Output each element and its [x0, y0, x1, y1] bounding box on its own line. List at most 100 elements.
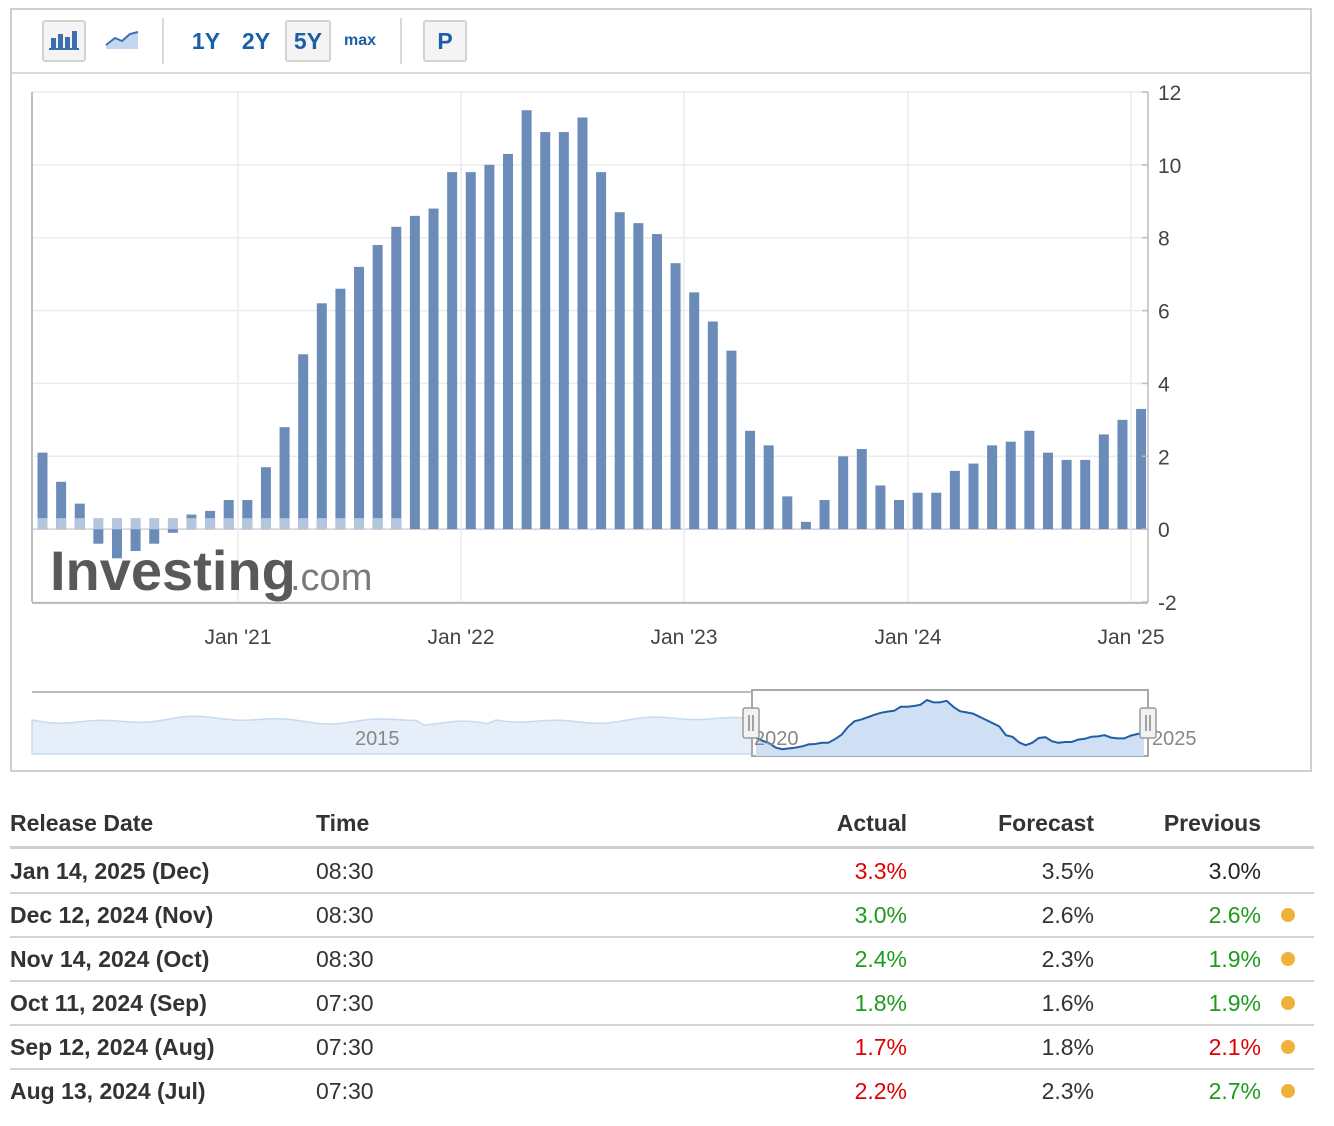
data-bar-faded-segment	[111, 518, 122, 530]
data-bar[interactable]	[111, 529, 122, 559]
data-bar[interactable]	[800, 521, 811, 530]
data-bar-faded-segment	[335, 518, 346, 530]
data-bar-faded-segment	[149, 518, 160, 530]
data-bar[interactable]	[335, 288, 346, 530]
row-divider	[10, 1068, 1314, 1070]
data-bar[interactable]	[819, 500, 830, 530]
line-chart-button[interactable]	[100, 20, 144, 62]
data-bar[interactable]	[1005, 441, 1016, 530]
data-bar[interactable]	[428, 208, 439, 530]
y-tick-label: 12	[1158, 82, 1181, 105]
data-bar[interactable]	[465, 172, 476, 530]
period-2y-button[interactable]: 2Y	[241, 27, 271, 54]
data-bar[interactable]	[447, 172, 458, 530]
data-bar[interactable]	[540, 132, 551, 530]
data-bar[interactable]	[279, 427, 290, 530]
data-bar[interactable]	[298, 354, 309, 530]
data-bar[interactable]	[558, 132, 569, 530]
data-bar[interactable]	[577, 117, 588, 530]
data-bar[interactable]	[354, 266, 365, 530]
data-bar[interactable]	[1024, 430, 1035, 530]
header-previous[interactable]: Previous	[1163, 810, 1261, 836]
data-bar[interactable]	[726, 350, 737, 530]
forecast-cell: 2.3%	[1041, 1078, 1094, 1104]
header-divider	[10, 846, 1314, 849]
data-bar[interactable]	[74, 503, 85, 530]
time-cell: 08:30	[316, 902, 374, 928]
data-bar[interactable]	[875, 485, 886, 530]
period-5y-button[interactable]: 5Y	[285, 20, 331, 62]
release-date-cell: Oct 11, 2024 (Sep)	[10, 990, 207, 1016]
data-bar[interactable]	[149, 529, 160, 544]
header-forecast[interactable]: Forecast	[998, 810, 1094, 836]
data-bar[interactable]	[1117, 419, 1128, 530]
data-bar[interactable]	[1042, 452, 1053, 530]
data-bar[interactable]	[912, 492, 923, 530]
data-bar[interactable]	[894, 500, 905, 530]
data-bar[interactable]	[521, 110, 532, 530]
data-bar[interactable]	[968, 463, 979, 530]
data-bar[interactable]	[503, 153, 513, 530]
y-tick-label: -2	[1158, 592, 1177, 615]
data-bar[interactable]	[651, 234, 662, 530]
data-bar[interactable]	[1080, 459, 1091, 530]
data-bar[interactable]	[130, 529, 141, 551]
data-bar-faded-segment	[56, 518, 67, 530]
data-bar[interactable]	[167, 529, 178, 533]
data-bar[interactable]	[1061, 459, 1072, 530]
header-actual[interactable]: Actual	[836, 810, 907, 836]
time-cell: 07:30	[316, 1078, 374, 1104]
previous-cell: 3.0%	[1208, 858, 1261, 884]
data-bar[interactable]	[782, 496, 793, 530]
data-bar[interactable]	[391, 226, 402, 530]
data-bar[interactable]	[949, 470, 960, 530]
data-bar-faded-segment	[93, 518, 104, 530]
data-bar[interactable]	[633, 223, 644, 530]
data-bar[interactable]	[223, 500, 234, 530]
revision-dot-icon	[1281, 996, 1295, 1010]
navigator-right-handle[interactable]	[1139, 707, 1157, 739]
navigator-left-handle[interactable]	[742, 707, 760, 739]
header-time[interactable]: Time	[316, 810, 370, 836]
data-bar[interactable]	[56, 481, 67, 530]
revision-dot-icon	[1281, 952, 1295, 966]
data-bar[interactable]	[484, 164, 495, 530]
data-bar[interactable]	[596, 172, 607, 530]
time-navigator[interactable]: 2015 2020 2025	[31, 689, 1197, 757]
data-bar[interactable]	[931, 492, 942, 530]
row-divider	[10, 980, 1314, 982]
release-date-cell: Dec 12, 2024 (Nov)	[10, 902, 214, 928]
data-bar[interactable]	[93, 529, 104, 544]
data-bar[interactable]	[745, 430, 756, 530]
data-bar[interactable]	[689, 292, 700, 530]
print-button[interactable]: P	[423, 20, 467, 62]
x-tick-label: Jan '23	[650, 626, 717, 649]
data-bar[interactable]	[856, 449, 867, 530]
data-bar[interactable]	[316, 303, 327, 530]
revision-dot-icon	[1281, 1084, 1295, 1098]
header-release-date[interactable]: Release Date	[10, 810, 154, 836]
data-bar[interactable]	[987, 445, 998, 530]
data-bar[interactable]	[1098, 434, 1109, 530]
data-bar[interactable]	[409, 215, 420, 530]
row-divider	[10, 936, 1314, 938]
data-bar[interactable]	[614, 212, 625, 530]
data-bar[interactable]	[260, 467, 271, 530]
data-bar[interactable]	[37, 452, 48, 530]
data-bar[interactable]	[242, 500, 253, 530]
navigator-label-2015: 2015	[355, 728, 400, 750]
data-bar[interactable]	[838, 456, 849, 530]
data-bar[interactable]	[707, 321, 718, 530]
data-bar[interactable]	[1136, 408, 1147, 530]
bar-chart-button[interactable]	[42, 20, 86, 62]
data-bar[interactable]	[670, 263, 681, 530]
forecast-cell: 2.6%	[1041, 902, 1094, 928]
data-bar[interactable]	[763, 445, 774, 530]
period-max-button[interactable]: max	[343, 32, 377, 49]
forecast-cell: 1.6%	[1041, 990, 1094, 1016]
data-bar[interactable]	[372, 245, 383, 530]
navigator-label-2025: 2025	[1152, 728, 1197, 750]
line-chart-icon	[105, 28, 139, 55]
data-bar-faded-segment	[391, 518, 402, 530]
period-1y-button[interactable]: 1Y	[191, 27, 221, 54]
